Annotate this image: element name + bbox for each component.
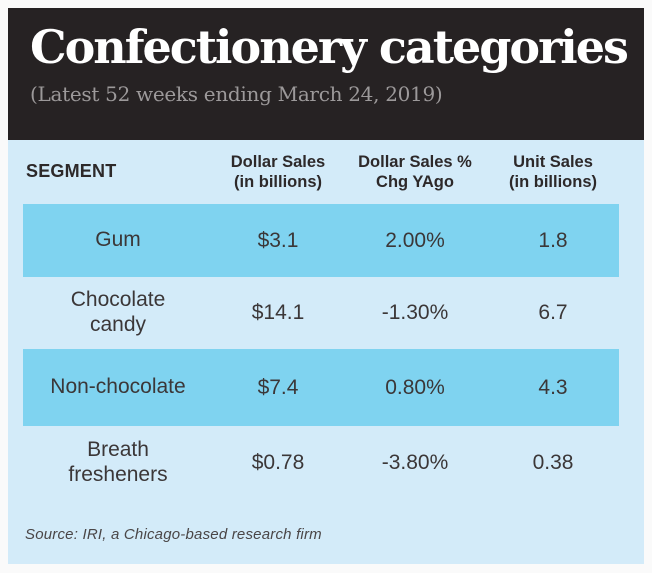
column-header-label: Dollar Sales [230, 152, 326, 171]
table-header-row: SEGMENT Dollar Sales (in billions) Dollar… [23, 140, 619, 204]
column-header-label: Dollar Sales % [358, 152, 472, 171]
table-row: Breath fresheners $0.78 -3.80% 0.38 [23, 426, 619, 499]
table-row: Gum $3.1 2.00% 1.8 [23, 204, 619, 277]
dollar-sales-cell: $0.78 [251, 450, 305, 474]
pct-change-cell: -1.30% [381, 301, 449, 324]
segment-cell: Non-chocolate [50, 375, 186, 399]
unit-sales-cell: 4.3 [538, 375, 568, 399]
table-row: Chocolate candy $14.1 -1.30% 6.7 [23, 277, 619, 349]
dollar-sales-cell: $7.4 [257, 375, 299, 399]
segment-cell: Gum [95, 228, 141, 252]
column-header-subline: (in billions) [234, 173, 322, 191]
page-title: Confectionery categories [30, 20, 629, 74]
infographic-card: Confectionery categories (Latest 52 week… [8, 8, 644, 564]
page-subtitle: (Latest 52 weeks ending March 24, 2019) [30, 81, 443, 106]
masthead: Confectionery categories (Latest 52 week… [8, 8, 644, 140]
pct-change-cell: 2.00% [385, 228, 445, 252]
source-attribution: Source: IRI, a Chicago-based research fi… [25, 526, 322, 543]
data-table: SEGMENT Dollar Sales (in billions) Dollar… [8, 140, 644, 564]
unit-sales-cell: 6.7 [538, 301, 568, 324]
dollar-sales-cell: $3.1 [257, 228, 299, 252]
pct-change-cell: 0.80% [385, 375, 445, 399]
table-footer: Source: IRI, a Chicago-based research fi… [8, 499, 644, 564]
column-header-unit-sales: Unit Sales (in billions) [487, 152, 619, 192]
segment-cell: Breath fresheners [68, 437, 168, 486]
column-header-subline: Chg YAgo [376, 173, 454, 191]
unit-sales-cell: 0.38 [532, 450, 574, 474]
column-header-label: SEGMENT [26, 161, 117, 182]
column-header-pct-change: Dollar Sales % Chg YAgo [343, 152, 487, 192]
segment-cell: Chocolate candy [70, 288, 166, 336]
pct-change-cell: -3.80% [381, 450, 449, 474]
column-header-segment: SEGMENT [23, 161, 213, 183]
unit-sales-cell: 1.8 [538, 228, 568, 252]
dollar-sales-cell: $14.1 [251, 301, 305, 324]
column-header-label: Unit Sales [513, 152, 593, 171]
table-row: Non-chocolate $7.4 0.80% 4.3 [23, 349, 619, 426]
column-header-subline: (in billions) [509, 173, 597, 191]
column-header-dollar-sales: Dollar Sales (in billions) [213, 152, 343, 192]
